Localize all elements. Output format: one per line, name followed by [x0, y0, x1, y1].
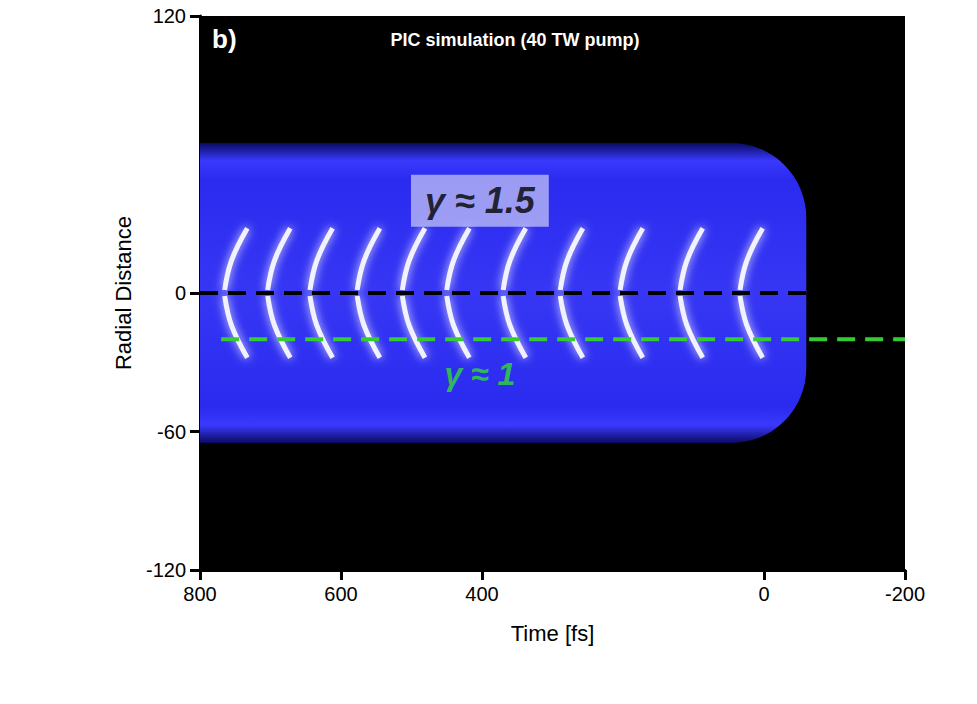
svg-text:-200: -200: [885, 583, 925, 605]
svg-text:0: 0: [758, 583, 769, 605]
svg-text:b): b): [212, 24, 237, 54]
svg-text:600: 600: [324, 583, 357, 605]
svg-text:800: 800: [183, 583, 216, 605]
svg-text:120: 120: [153, 5, 186, 27]
svg-text:400: 400: [465, 583, 498, 605]
svg-text:0: 0: [175, 282, 186, 304]
svg-text:Time [fs]: Time [fs]: [511, 621, 595, 646]
svg-text:-60: -60: [157, 421, 186, 443]
svg-text:PIC simulation (40 TW pump): PIC simulation (40 TW pump): [390, 30, 639, 50]
svg-text:-120: -120: [146, 559, 186, 581]
svg-text:γ ≈ 1: γ ≈ 1: [444, 356, 515, 392]
svg-text:γ ≈ 1.5: γ ≈ 1.5: [425, 180, 536, 221]
svg-text:Radial Distance: Radial Distance: [111, 216, 136, 370]
